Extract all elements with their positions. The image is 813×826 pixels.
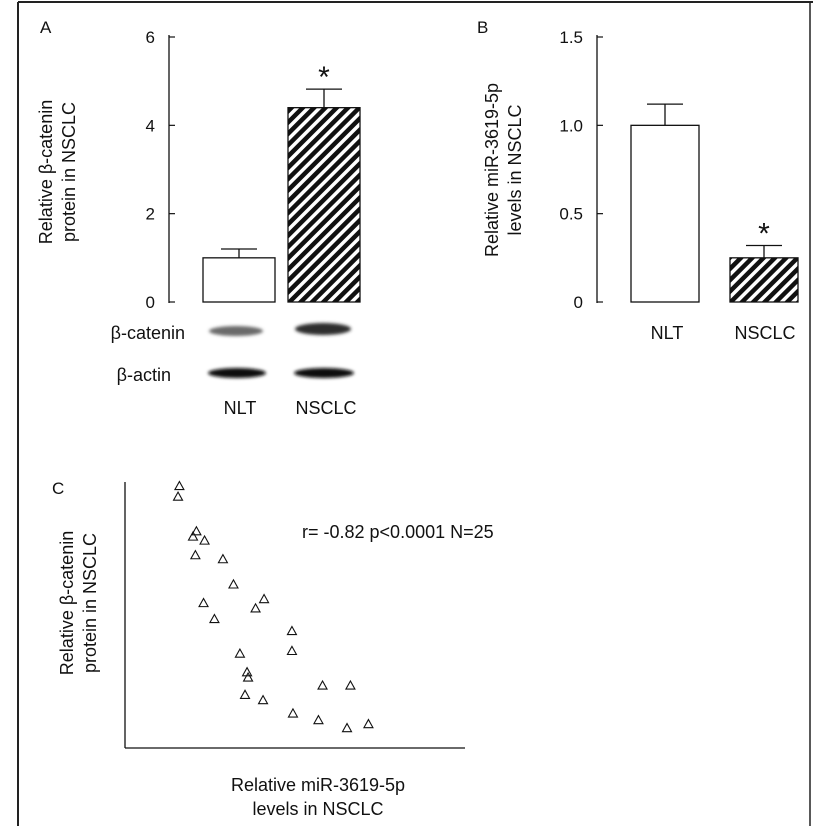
panel-b-ytick-label: 1.5 [559,28,583,47]
blot-label-beta-actin: β-actin [117,365,171,385]
panel-a-letter: A [40,18,52,37]
panel-b-ylabel-line1: Relative miR-3619-5p [482,83,502,257]
panel-c-xlabel-line1: Relative miR-3619-5p [231,775,405,795]
panel-c-point [313,714,324,725]
panel-c-point [190,525,202,536]
panel-b-ytick-label: 0 [574,293,583,312]
panel-c-point [344,679,356,690]
blot-band-actin-nsclc [294,368,354,378]
panel-a-ylabel-line1: Relative β-catenin [36,100,56,244]
panel-a-ytick-label: 6 [146,28,155,47]
panel-c-point [286,625,298,636]
panel-b-letter: B [477,18,488,37]
panel-c-point [257,694,269,705]
panel-c-point [341,722,353,733]
panel-c-ylabel-line1: Relative β-catenin [57,531,77,675]
blot-band-actin-nlt [208,368,266,378]
panel-a-yticks: 0 2 4 6 [146,28,175,312]
panel-c-point [199,534,210,545]
blot-band-catenin-nsclc [295,323,351,335]
panel-c-point [286,645,298,656]
panel-c-xlabel-line2: levels in NSCLC [252,799,383,819]
panel-a: A Relative β-catenin protein in NSCLC 0 2… [36,18,361,418]
panel-b-bars: * [630,103,799,303]
panel-b-ylabel-line2: levels in NSCLC [505,104,525,235]
panel-b-ytick-label: 1.0 [559,116,583,135]
panel-c-point [198,597,209,608]
panel-c-point [208,613,220,624]
blot-band-catenin-nlt [209,326,263,336]
panel-c-annotation: r= -0.82 p<0.0001 N=25 [302,522,494,542]
panel-b-category-nlt: NLT [651,323,684,343]
panel-b-ytick-label: 0.5 [559,205,583,224]
panel-a-ylabel-line2: protein in NSCLC [59,102,79,242]
panel-c-point [363,718,374,729]
panel-c-ylabel-line2: protein in NSCLC [80,533,100,673]
blot-label-beta-catenin: β-catenin [111,323,185,343]
panel-a-bar-nsclc [287,107,361,303]
panel-c-point [239,689,251,699]
panel-c-point [173,480,185,491]
panel-c-point [217,553,229,564]
panel-c-point [317,679,328,690]
panel-a-ytick-label: 2 [146,205,155,224]
panel-c-point [258,593,270,604]
panel-c-point [189,549,201,560]
panel-a-significance-star: * [318,61,330,94]
panel-b-ylabel: Relative miR-3619-5p levels in NSCLC [482,83,525,257]
panel-c-points [172,480,374,733]
panel-b: B Relative miR-3619-5p levels in NSCLC 0… [477,18,799,343]
panel-c-point [172,490,184,501]
panel-b-bar-nsclc [729,257,799,303]
panel-b-bar-nlt [630,124,700,303]
panel-a-bars: * [202,61,361,303]
panel-a-bar-nlt [202,257,276,303]
panel-a-ylabel: Relative β-catenin protein in NSCLC [36,100,79,244]
panel-c-point [228,578,239,589]
panel-a-category-nlt: NLT [224,398,257,418]
panel-a-category-nsclc: NSCLC [295,398,356,418]
panel-c-point [250,602,261,613]
panel-c-ylabel: Relative β-catenin protein in NSCLC [57,531,100,675]
panel-a-ytick-label: 0 [146,293,155,312]
panel-c-letter: C [52,479,64,498]
panel-c-point [187,530,199,541]
panel-c: C Relative β-catenin protein in NSCLC r=… [52,479,494,819]
panel-c-point [234,647,246,658]
panel-c-point [287,707,299,718]
panel-c-point [242,671,254,682]
panel-b-category-nsclc: NSCLC [734,323,795,343]
panel-b-yticks: 0 0.5 1.0 1.5 [559,28,603,312]
panel-b-significance-star: * [758,217,770,250]
blot-image [208,323,354,378]
panel-a-ytick-label: 4 [146,116,155,135]
